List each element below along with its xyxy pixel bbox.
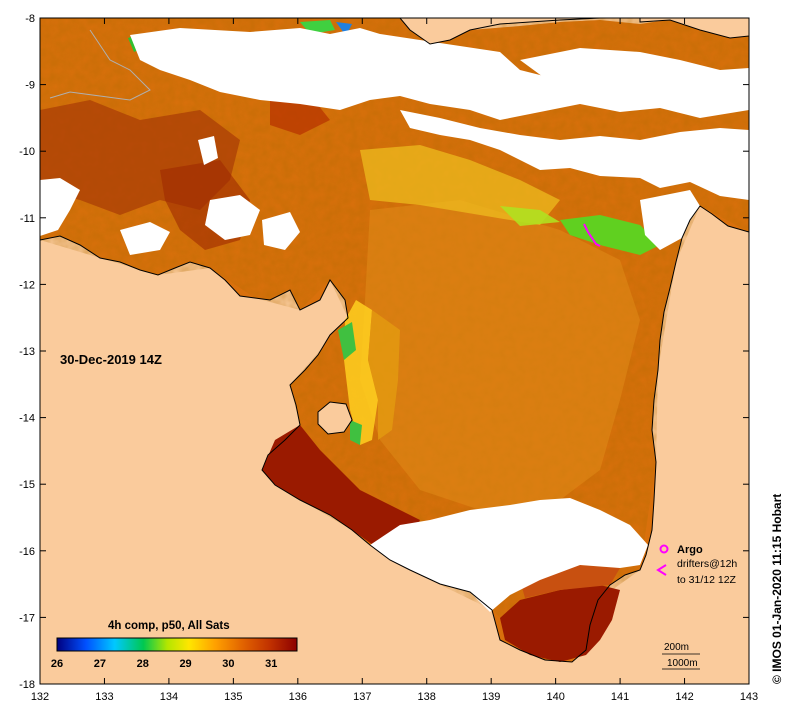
warm-patch-southeast-gulf bbox=[500, 585, 620, 662]
lon-tick-label: 133 bbox=[95, 691, 113, 703]
lat-tick-label: -13 bbox=[19, 346, 35, 358]
groote-eylandt bbox=[317, 401, 353, 435]
colorbar-title: 4h comp, p50, All Sats bbox=[108, 620, 230, 632]
colorbar-tick-label: 30 bbox=[222, 658, 234, 670]
lat-tick-label: -16 bbox=[19, 546, 35, 558]
colorbar-gradient bbox=[56, 637, 298, 652]
colorbar-tick-label: 26 bbox=[51, 658, 63, 670]
cloud-west bbox=[40, 178, 80, 236]
coastline bbox=[40, 205, 749, 663]
depth-label-200m: 200m bbox=[664, 642, 689, 653]
lon-tick-label: 134 bbox=[160, 691, 178, 703]
lon-tick-label: 139 bbox=[482, 691, 500, 703]
lon-tick-label: 140 bbox=[546, 691, 564, 703]
colorbar: 4h comp, p50, All Sats 26 27 28 29 30 31 bbox=[51, 620, 298, 670]
lon-tick-label: 132 bbox=[31, 691, 49, 703]
platform-legend: Argo drifters@12h to 31/12 12Z bbox=[656, 544, 737, 586]
colorbar-tick-label: 27 bbox=[94, 658, 106, 670]
drifters-label-line2: to 31/12 12Z bbox=[677, 574, 737, 586]
tiwi-islands bbox=[49, 29, 151, 101]
colorbar-tick-label: 28 bbox=[137, 658, 149, 670]
lat-tick-label: -18 bbox=[19, 679, 35, 691]
drifter-track bbox=[583, 223, 601, 247]
lon-tick-label: 143 bbox=[740, 691, 758, 703]
lat-tick-label: -8 bbox=[25, 13, 35, 25]
lon-tick-label: 137 bbox=[353, 691, 371, 703]
depth-label-1000m: 1000m bbox=[667, 658, 698, 669]
lat-tick-label: -10 bbox=[19, 146, 35, 158]
argo-marker bbox=[659, 544, 669, 554]
lat-tick-label: -12 bbox=[19, 279, 35, 291]
argo-label: Argo bbox=[677, 544, 703, 556]
longitude-axis: 132 133 134 135 136 137 138 139 140 141 142 143 bbox=[31, 18, 758, 703]
gulf-interior bbox=[360, 200, 640, 510]
lat-tick-label: -17 bbox=[19, 612, 35, 624]
lat-tick-label: -14 bbox=[19, 413, 35, 425]
lon-tick-label: 142 bbox=[675, 691, 693, 703]
cloud-north bbox=[130, 28, 640, 120]
lon-tick-label: 135 bbox=[224, 691, 242, 703]
imos-credit: © IMOS 01-Jan-2020 11:15 Hobart bbox=[770, 494, 784, 684]
map-field bbox=[40, 18, 749, 684]
drifter-marker bbox=[656, 564, 667, 576]
lon-tick-label: 136 bbox=[289, 691, 307, 703]
colorbar-tick-label: 31 bbox=[265, 658, 277, 670]
drifters-label-line1: drifters@12h bbox=[677, 558, 737, 570]
lat-tick-label: -9 bbox=[25, 80, 35, 92]
lat-tick-label: -11 bbox=[20, 213, 35, 225]
latitude-axis: -8 -9 -10 -11 -12 -13 -14 -15 -16 -17 -18 bbox=[19, 13, 749, 691]
lat-tick-label: -15 bbox=[19, 479, 35, 491]
new-guinea-land bbox=[399, 18, 601, 45]
lon-tick-label: 141 bbox=[611, 691, 629, 703]
lon-tick-label: 138 bbox=[418, 691, 436, 703]
depth-legend: 200m 1000m bbox=[662, 642, 700, 670]
colorbar-tick-label: 29 bbox=[179, 658, 191, 670]
date-label: 30-Dec-2019 14Z bbox=[60, 352, 162, 367]
warm-patch-southwest-gulf bbox=[262, 425, 420, 550]
